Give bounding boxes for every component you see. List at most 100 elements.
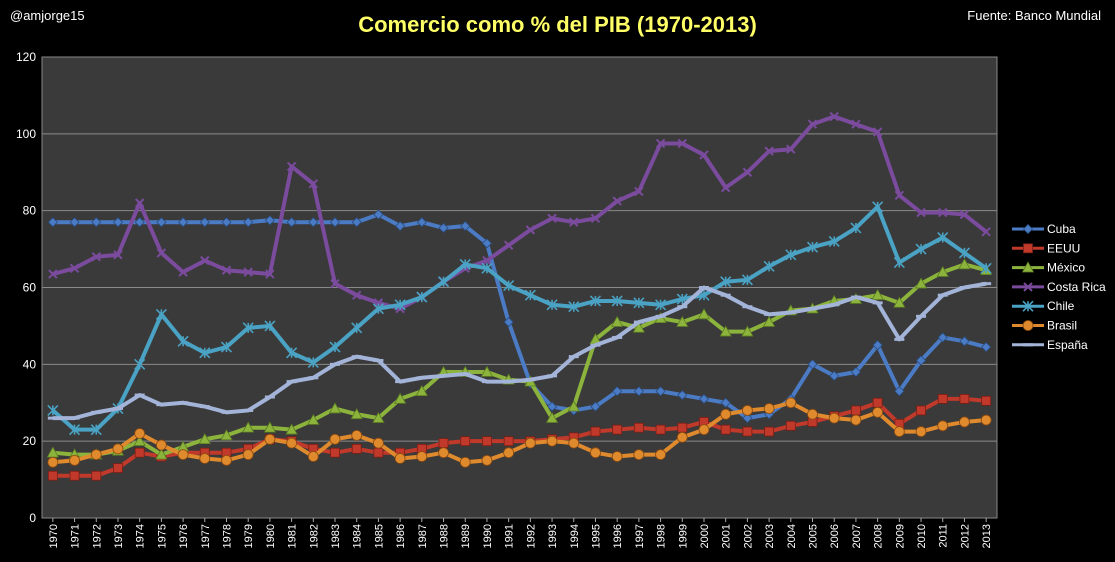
data-point: [263, 421, 277, 433]
data-point: [243, 217, 254, 228]
data-point: [481, 238, 493, 249]
data-point: [850, 414, 862, 426]
data-point: [264, 215, 275, 226]
legend-item: Costa Rica: [1012, 280, 1106, 294]
data-point: [199, 453, 211, 464]
series-line: [52, 114, 988, 311]
legend-item: México: [1012, 261, 1085, 275]
data-point: [568, 301, 580, 313]
data-point: [264, 433, 276, 445]
data-point: [915, 355, 927, 366]
x-tick-label: 2007: [851, 524, 863, 548]
data-point: [286, 347, 298, 359]
data-point: [894, 386, 905, 397]
data-point: [981, 395, 992, 406]
data-point: [265, 269, 275, 279]
data-point: [90, 449, 102, 461]
data-point: [720, 182, 731, 193]
x-tick-label: 1994: [569, 524, 581, 548]
data-point: [481, 454, 493, 466]
legend-item: EEUU: [1012, 241, 1080, 255]
data-point: [113, 250, 123, 260]
data-point: [850, 222, 862, 234]
data-point: [437, 276, 450, 288]
data-point: [221, 265, 232, 275]
x-tick-label: 1991: [504, 524, 516, 548]
data-point: [1022, 300, 1034, 312]
data-point: [243, 267, 253, 277]
x-tick-label: 1983: [330, 524, 342, 548]
x-tick-label: 2000: [699, 524, 711, 548]
data-point: [286, 161, 297, 172]
data-point: [112, 217, 124, 228]
x-tick-label: 1986: [395, 524, 407, 548]
data-point: [200, 255, 210, 266]
data-point: [503, 240, 514, 250]
data-point: [438, 222, 449, 234]
data-point: [221, 217, 232, 228]
data-point: [220, 429, 233, 441]
data-point: [155, 448, 168, 460]
y-tick-label: 100: [16, 127, 36, 141]
data-point: [851, 119, 861, 129]
data-point: [590, 401, 601, 412]
data-point: [655, 424, 666, 435]
x-tick-label: 1987: [417, 524, 429, 548]
data-point: [459, 258, 471, 271]
data-point: [612, 386, 623, 397]
x-tick-label: 2002: [742, 524, 754, 548]
x-tick-label: 1998: [656, 524, 668, 548]
data-point: [655, 449, 666, 461]
data-point: [480, 365, 494, 377]
data-point: [503, 280, 515, 292]
data-point: [329, 341, 341, 353]
data-point: [785, 249, 797, 261]
data-point: [936, 265, 949, 277]
legend-label: EEUU: [1047, 241, 1080, 255]
data-point: [264, 320, 276, 332]
data-point: [698, 424, 710, 436]
x-tick-label: 1979: [243, 524, 255, 548]
data-point: [655, 138, 666, 149]
data-point: [481, 262, 493, 274]
data-point: [307, 413, 320, 425]
x-tick-label: 1989: [460, 524, 472, 548]
data-point: [872, 397, 883, 408]
data-point: [308, 217, 319, 228]
y-tick-label: 0: [29, 511, 36, 525]
x-tick-label: 1993: [547, 524, 559, 548]
series-line: [51, 204, 988, 432]
data-point: [90, 424, 102, 436]
legend-label: Brasil: [1047, 319, 1077, 333]
data-point: [242, 421, 255, 433]
data-point: [47, 456, 59, 468]
data-point: [1022, 320, 1034, 331]
data-point: [981, 341, 992, 353]
data-point: [872, 127, 883, 137]
data-point: [47, 404, 59, 416]
data-point: [677, 138, 687, 149]
data-point: [416, 291, 428, 303]
x-tick-label: 2003: [764, 524, 776, 548]
x-tick-label: 2010: [916, 524, 928, 548]
legend-label: Cuba: [1047, 222, 1076, 236]
y-axis: 0 20 40 60 80 100 120: [16, 50, 36, 525]
data-point: [1023, 282, 1033, 292]
data-point: [786, 144, 796, 154]
data-point: [372, 411, 385, 423]
data-point: [91, 217, 102, 228]
data-point: [503, 317, 514, 328]
data-point: [893, 426, 905, 437]
data-point: [959, 416, 970, 428]
data-point: [328, 402, 342, 414]
data-point: [612, 196, 622, 206]
data-point: [351, 443, 362, 454]
data-point: [482, 255, 492, 266]
data-point: [438, 438, 449, 448]
data-point: [958, 247, 971, 259]
data-point: [395, 220, 406, 232]
data-point: [981, 227, 991, 237]
data-point: [221, 454, 232, 466]
data-point: [156, 248, 167, 258]
